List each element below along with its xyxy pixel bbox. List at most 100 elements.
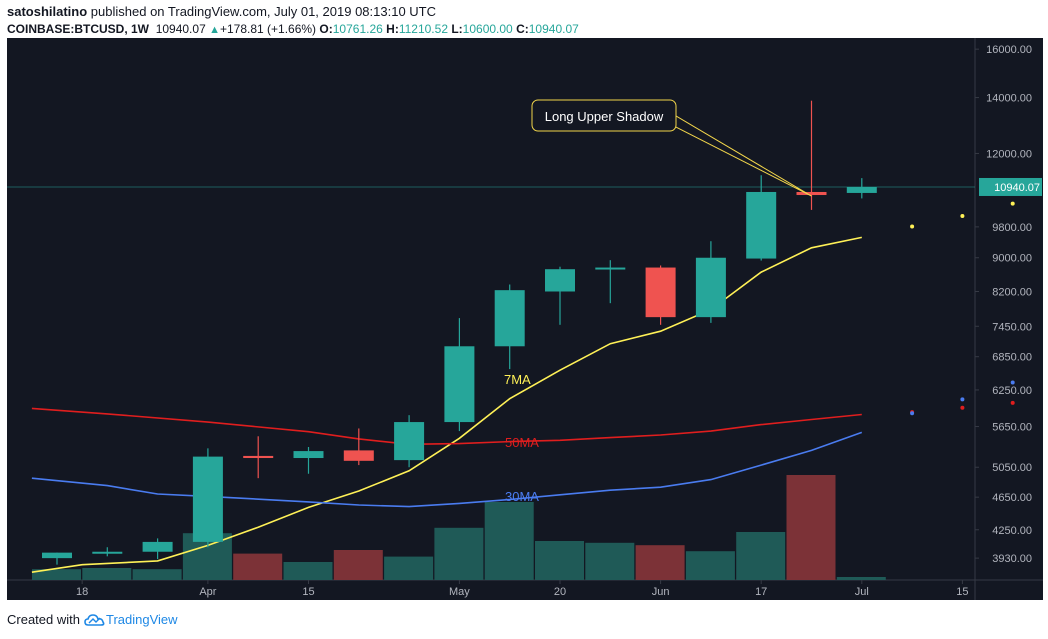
- volume-bar: [434, 527, 484, 580]
- open-value: 10761.26: [332, 22, 383, 36]
- time-tick-label: 15: [302, 586, 314, 598]
- tradingview-brand: TradingView: [105, 612, 178, 627]
- candle: [494, 284, 525, 370]
- price-tick-label: 12000.00: [986, 148, 1032, 160]
- candle: [595, 260, 626, 304]
- candle: [746, 175, 777, 261]
- close-label: C:: [516, 22, 529, 36]
- price-tick-label: 3930.00: [992, 553, 1032, 565]
- candle: [92, 547, 123, 557]
- candle-body: [746, 191, 777, 259]
- label-30ma: 30MA: [505, 489, 539, 504]
- callout-box: [531, 99, 677, 132]
- candle-body: [142, 541, 173, 552]
- candle: [142, 538, 173, 560]
- close-value: 10940.07: [528, 22, 579, 36]
- open-label: O:: [319, 22, 333, 36]
- current-price-label: 10940.07: [994, 182, 1040, 194]
- current-price-tag: [979, 177, 1042, 196]
- candle-body: [444, 346, 475, 423]
- price-tick-label: 4650.00: [992, 492, 1032, 504]
- time-tick-label: 17: [755, 586, 767, 598]
- candle: [192, 448, 223, 548]
- candle: [343, 428, 374, 466]
- ma-forecast-dot: [960, 397, 965, 402]
- volume-bar: [233, 553, 283, 580]
- price-axis-bg: [975, 38, 1043, 580]
- volume-bar: [685, 551, 735, 580]
- publish-line: satoshilatino published on TradingView.c…: [7, 4, 436, 19]
- ohlc-line: COINBASE:BTCUSD, 1W 10940.07 ▲+178.81 (+…: [7, 22, 579, 36]
- price-tick-label: 14000.00: [986, 93, 1032, 105]
- price-tick-label: 5050.00: [992, 462, 1032, 474]
- low-value: 10600.00: [462, 22, 513, 36]
- time-tick-label: 18: [76, 586, 88, 598]
- candle-body: [243, 455, 274, 459]
- volume-bar: [585, 542, 635, 580]
- candle-body: [42, 552, 72, 559]
- label-50ma: 50MA: [505, 435, 539, 450]
- high-value: 11210.52: [398, 22, 448, 36]
- candle-body: [394, 422, 425, 461]
- created-with-text: Created with: [7, 612, 80, 627]
- time-tick-label: Jul: [855, 586, 869, 598]
- time-tick-label: 15: [956, 586, 968, 598]
- candle-body: [92, 551, 123, 554]
- time-tick-label: Jun: [652, 586, 670, 598]
- symbol-label: COINBASE:BTCUSD, 1W: [7, 22, 150, 36]
- price-tick-label: 8200.00: [992, 286, 1032, 298]
- volume-bar: [283, 562, 333, 580]
- volume-bar: [384, 556, 434, 580]
- price-tick-label: 7450.00: [992, 321, 1032, 333]
- candle: [846, 178, 877, 199]
- candle: [645, 265, 676, 325]
- ma-forecast-dot: [910, 411, 915, 416]
- ma-forecast-dot: [1010, 380, 1015, 385]
- tradingview-cloud-icon: [84, 613, 105, 626]
- volume-bar: [535, 541, 584, 580]
- ma-forecast-dot: [1010, 201, 1015, 206]
- label-7ma: 7MA: [504, 372, 531, 387]
- candle: [42, 552, 72, 565]
- candle-body: [645, 267, 676, 318]
- candle: [243, 436, 274, 479]
- candle-body: [595, 267, 626, 270]
- ma-line-7ma: [31, 236, 862, 573]
- ma-forecast-dot: [960, 213, 965, 218]
- tradingview-logo[interactable]: TradingView: [84, 612, 178, 627]
- time-axis-bg: [7, 580, 1043, 600]
- footer: Created with TradingView: [7, 612, 178, 627]
- volume-bar: [836, 577, 886, 580]
- price-tick-label: 6250.00: [992, 385, 1032, 397]
- volume-bar: [635, 545, 685, 580]
- ma-forecast-dot: [910, 224, 915, 229]
- candle-body: [545, 269, 575, 292]
- up-triangle-icon: ▲: [209, 24, 220, 36]
- price-tick-label: 5650.00: [992, 422, 1032, 434]
- volume-bar: [82, 568, 132, 580]
- volume-bar: [132, 569, 182, 580]
- published-text: published on TradingView.com, July 01, 2…: [87, 4, 436, 19]
- candle: [444, 318, 475, 432]
- price-tick-label: 6850.00: [992, 352, 1032, 364]
- candle-body: [494, 290, 525, 347]
- author-name[interactable]: satoshilatino: [7, 4, 88, 19]
- volume-bar: [333, 550, 383, 580]
- volume-bar: [736, 532, 786, 580]
- candle: [695, 241, 726, 323]
- price-tick-label: 16000.00: [986, 44, 1032, 56]
- candle-body: [846, 186, 877, 193]
- candle-body: [192, 456, 223, 542]
- price-change: +178.81 (+1.66%): [219, 22, 317, 36]
- volume-bar: [484, 502, 534, 580]
- candle-body: [293, 451, 324, 459]
- ma-line-30ma: [31, 431, 863, 508]
- candle: [394, 415, 425, 468]
- price-tick-label: 9800.00: [992, 222, 1032, 234]
- callout-text: Long Upper Shadow: [545, 109, 664, 124]
- ma-forecast-dot: [960, 405, 965, 410]
- low-label: L:: [451, 22, 463, 36]
- time-tick-label: 20: [554, 586, 566, 598]
- candle: [796, 100, 827, 210]
